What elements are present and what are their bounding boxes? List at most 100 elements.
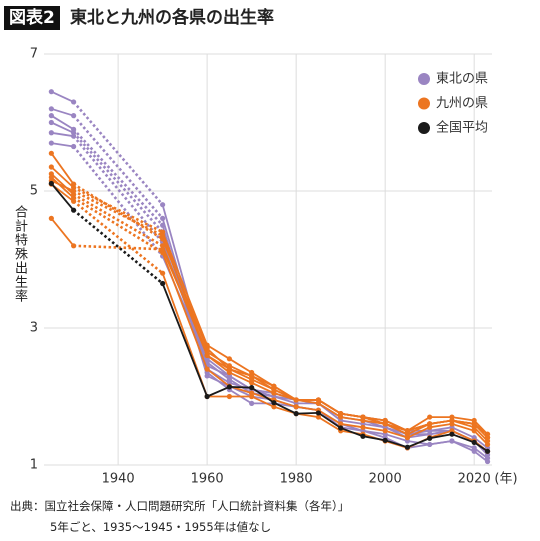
series-line xyxy=(161,231,489,442)
data-point xyxy=(449,417,455,424)
data-point xyxy=(204,342,210,348)
legend-marker xyxy=(418,97,430,110)
data-point xyxy=(71,113,77,119)
series-line xyxy=(51,107,74,117)
series-line xyxy=(50,152,75,185)
data-point xyxy=(338,425,344,431)
data-point xyxy=(160,232,166,239)
missing-link xyxy=(72,183,164,241)
data-point xyxy=(484,455,491,461)
legend-label: 東北の県 xyxy=(436,71,488,87)
data-point xyxy=(427,421,433,427)
data-point xyxy=(71,243,77,249)
data-point xyxy=(315,410,322,416)
data-point xyxy=(315,397,322,403)
data-point xyxy=(48,215,54,221)
y-tick-label: 1 xyxy=(30,458,38,473)
data-point xyxy=(382,437,388,443)
x-tick-label: 1940 xyxy=(102,472,135,487)
data-point xyxy=(484,435,491,441)
series-line xyxy=(51,131,74,138)
data-point xyxy=(382,428,388,434)
data-point xyxy=(484,448,491,454)
data-point xyxy=(71,188,77,194)
series-line xyxy=(161,231,489,459)
note: 5年ごと、1935〜1945・1955年は値なし xyxy=(50,520,272,534)
data-point xyxy=(427,441,433,448)
data-point xyxy=(160,202,166,208)
legend-marker xyxy=(418,73,430,85)
series-line xyxy=(50,114,75,131)
data-point xyxy=(48,140,54,146)
data-point xyxy=(449,431,455,437)
data-point xyxy=(271,404,277,410)
data-point xyxy=(226,356,232,362)
missing-link xyxy=(73,189,164,237)
data-point xyxy=(404,428,411,434)
data-point xyxy=(160,246,166,252)
data-point xyxy=(71,99,77,105)
data-point xyxy=(160,222,166,228)
x-unit: (年) xyxy=(494,472,517,487)
data-point xyxy=(404,444,411,450)
series-line xyxy=(51,179,74,192)
data-point xyxy=(471,421,477,427)
data-point xyxy=(338,411,344,417)
x-tick-label: 1980 xyxy=(280,472,313,487)
data-point xyxy=(427,435,433,441)
missing-link xyxy=(72,145,164,257)
missing-link xyxy=(72,196,164,254)
data-point xyxy=(360,414,366,420)
data-point xyxy=(71,207,77,213)
data-point xyxy=(48,180,54,187)
missing-link xyxy=(72,135,164,244)
data-point xyxy=(204,349,210,355)
data-point xyxy=(48,119,54,126)
data-point xyxy=(249,373,255,379)
data-point xyxy=(271,383,277,389)
data-point xyxy=(338,421,344,427)
data-point xyxy=(249,400,255,406)
data-point xyxy=(449,438,455,444)
legend-marker xyxy=(418,122,430,134)
y-tick-label: 7 xyxy=(30,47,38,62)
chart-title: 東北と九州の各県の出生率 xyxy=(70,8,274,28)
x-tick-label: 2000 xyxy=(369,472,402,487)
missing-link xyxy=(72,209,164,285)
series-line xyxy=(50,166,75,189)
series-line xyxy=(50,217,75,247)
legend-label: 九州の県 xyxy=(436,96,488,111)
series-line xyxy=(51,121,74,134)
data-point xyxy=(48,130,54,136)
data-point xyxy=(404,435,411,441)
data-point xyxy=(293,411,299,417)
data-point xyxy=(382,421,388,427)
data-point xyxy=(293,397,299,403)
data-point xyxy=(160,270,166,276)
x-tick-label: 1960 xyxy=(191,472,224,487)
missing-link xyxy=(72,128,164,227)
data-point xyxy=(71,143,77,150)
data-point xyxy=(427,414,433,420)
y-axis-label: 合計特殊出生率 xyxy=(12,205,27,303)
figure-tag: 図表2 xyxy=(4,6,60,30)
data-point xyxy=(360,424,366,430)
missing-link xyxy=(72,193,164,247)
data-point xyxy=(160,280,166,287)
series-line xyxy=(50,176,75,199)
legend-label: 全国平均 xyxy=(436,120,488,136)
data-point xyxy=(48,89,54,95)
data-point xyxy=(271,400,277,406)
data-point xyxy=(48,164,54,170)
data-point xyxy=(160,215,166,221)
data-point xyxy=(71,133,77,139)
data-point xyxy=(71,195,77,201)
series-line xyxy=(50,173,75,196)
missing-link xyxy=(72,131,164,233)
data-point xyxy=(249,384,255,391)
data-point xyxy=(48,113,54,119)
data-point xyxy=(226,393,232,400)
y-tick-label: 3 xyxy=(30,321,38,336)
data-point xyxy=(48,106,54,112)
